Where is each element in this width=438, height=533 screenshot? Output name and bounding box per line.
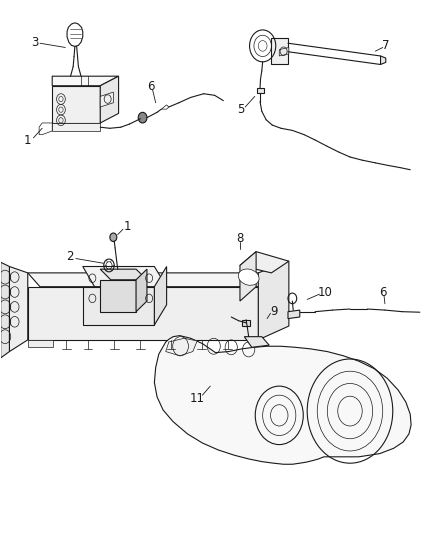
- Polygon shape: [154, 266, 166, 325]
- Text: 6: 6: [379, 286, 386, 298]
- Text: 2: 2: [66, 251, 74, 263]
- Ellipse shape: [238, 269, 259, 285]
- Polygon shape: [257, 88, 264, 93]
- Polygon shape: [258, 261, 289, 340]
- Polygon shape: [166, 338, 197, 356]
- Polygon shape: [272, 38, 288, 64]
- Polygon shape: [100, 269, 147, 280]
- Polygon shape: [288, 310, 300, 319]
- Polygon shape: [52, 76, 119, 86]
- Polygon shape: [83, 287, 154, 325]
- Polygon shape: [100, 280, 136, 312]
- Polygon shape: [1, 262, 10, 358]
- Polygon shape: [100, 92, 113, 107]
- Polygon shape: [240, 252, 256, 301]
- Polygon shape: [100, 76, 119, 123]
- Text: 7: 7: [382, 39, 389, 52]
- Circle shape: [110, 233, 117, 241]
- Polygon shape: [240, 252, 289, 273]
- Polygon shape: [154, 336, 411, 464]
- Text: 3: 3: [31, 36, 39, 49]
- Polygon shape: [242, 320, 251, 326]
- Polygon shape: [52, 86, 100, 123]
- Text: 8: 8: [236, 232, 244, 245]
- Text: 6: 6: [148, 80, 155, 93]
- Polygon shape: [279, 47, 289, 56]
- Text: 9: 9: [270, 305, 278, 318]
- Polygon shape: [244, 337, 269, 348]
- Circle shape: [138, 112, 147, 123]
- Polygon shape: [28, 340, 53, 348]
- Polygon shape: [52, 123, 100, 131]
- Polygon shape: [28, 287, 258, 340]
- Text: 5: 5: [237, 103, 244, 116]
- Text: 10: 10: [317, 286, 332, 298]
- Polygon shape: [28, 273, 272, 287]
- Text: 1: 1: [124, 220, 131, 233]
- Polygon shape: [10, 266, 28, 352]
- Text: 11: 11: [190, 392, 205, 405]
- Text: 1: 1: [24, 134, 32, 147]
- Polygon shape: [381, 56, 386, 64]
- Polygon shape: [83, 266, 166, 287]
- Polygon shape: [136, 269, 147, 312]
